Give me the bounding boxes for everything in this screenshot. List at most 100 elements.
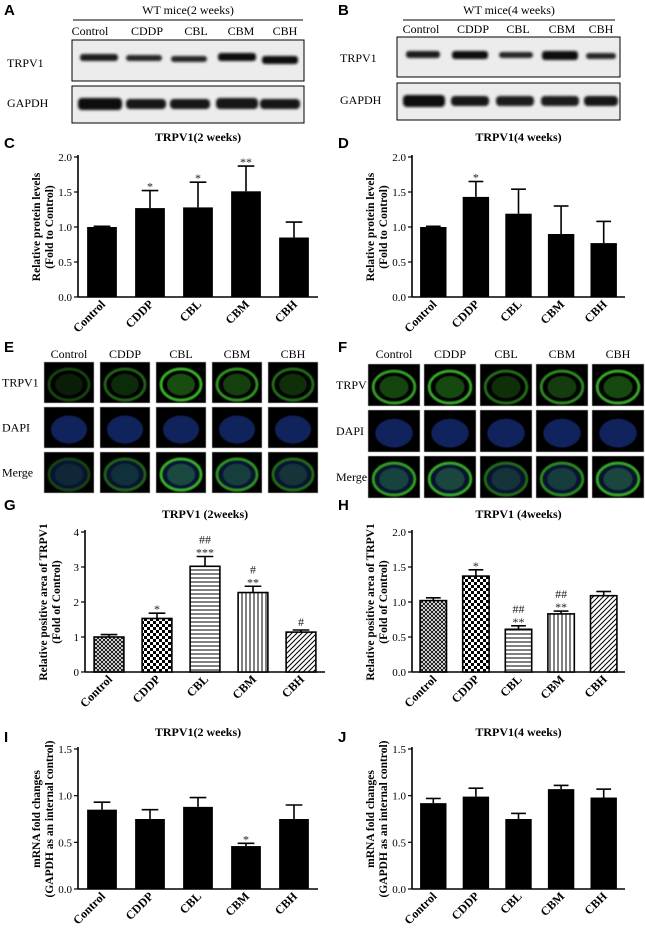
if-image-trpv1-cbm [211,361,263,404]
y-tick-label: 2.0 [58,152,72,164]
panel-label-f: F [338,339,347,356]
y-tick-label: 1.0 [392,597,406,609]
bar-control [87,227,117,297]
if-image-dapi-cbh [267,406,319,449]
bar-cddp [135,819,165,889]
bar-cbh [590,243,617,297]
blot-b-lane: CBH [589,22,614,36]
x-tick-label: CDDP [449,672,482,705]
blot-a-row-label: GAPDH [7,96,49,110]
if-image-trpv1-control [367,363,421,407]
significance-marker: * [243,832,249,846]
if-image-merge-cbl [479,455,533,499]
western-blot-a: WT mice(2 weeks) Control CDDP CBL CBM CB… [7,3,305,124]
panel-label-b: B [338,2,349,19]
if-column-label: CBL [169,347,192,361]
y-axis-label: Relative positive area of TRPV1 [365,523,377,681]
if-image-merge-cddp [423,455,477,499]
bar-cbl [183,207,213,297]
if-column-label: CBH [281,347,306,361]
panel-label-i: I [4,729,8,746]
if-image-dapi-control [43,406,95,449]
significance-marker-hash: ## [199,533,211,547]
chart-title: TRPV1(4 weeks) [475,725,561,739]
bar-chart-d: TRPV1(4 weeks) 0.0 0.5 1.0 1.5 2.0 Relative pr… [365,130,625,335]
y-tick-label: 1.0 [58,222,72,234]
y-tick-label: 0.5 [58,837,72,849]
y-tick-label: 1.5 [58,744,72,756]
chart-title: TRPV1(2 weeks) [155,130,241,144]
x-tick-label: CBH [279,672,308,701]
bar-cbl [505,213,532,297]
if-column-label: Control [376,347,413,361]
x-tick-label: CBM [538,889,568,919]
bar-cbl [189,565,221,673]
bar-cbh [589,594,618,673]
bar-cbh [285,631,317,673]
y-tick-label: 0 [74,667,80,679]
significance-marker: ** [247,575,259,589]
if-column-label: Control [51,347,88,361]
bar-cbh [279,237,309,297]
bar-chart-h: TRPV1 (4weeks) 0.0 0.5 1.0 1.5 2.0 Relative po… [365,507,625,710]
if-image-dapi-control [367,409,421,453]
if-image-trpv1-cbl [479,363,533,407]
panel-label-a: A [4,2,15,19]
y-axis-label: Relative protein levels [365,172,377,281]
y-tick-label: 1.0 [392,791,406,803]
x-tick-label: CBL [497,672,524,699]
if-image-trpv1-control [43,361,95,404]
bar-cbl [504,628,533,673]
y-axis-label: (Fold of Control) [378,560,390,644]
x-tick-label: CBL [497,297,524,324]
blot-b-lane: Control [403,22,440,36]
if-image-trpv1-cbh [591,363,645,407]
if-column-label: CDDP [434,347,466,361]
y-axis-label: mRNA fold changes [365,770,377,868]
if-row-label: DAPI [336,424,364,438]
panel-label-e: E [4,339,14,356]
immunofluorescence-grid-e: Control CDDP CBL CBM CBH TRPV1 DAPI Merge [2,347,319,494]
y-tick-label: 1.5 [392,744,406,756]
x-tick-label: CBH [272,297,301,326]
x-tick-label: CBM [229,672,259,702]
x-tick-label: CBM [538,672,568,702]
y-tick-label: 0.0 [58,884,72,896]
significance-marker: * [473,559,479,573]
x-tick-label: CBL [177,297,204,324]
x-tick-label: CDDP [449,297,482,330]
if-row-label: DAPI [2,421,30,435]
y-tick-label: 4 [74,527,80,539]
x-tick-label: CDDP [123,297,156,330]
y-tick-label: 2 [74,597,80,609]
bar-control [420,227,447,297]
panel-labels: A B C D E F G H I J [4,2,349,746]
bar-chart-c: TRPV1(2 weeks) 0.0 0.5 1.0 1.5 2.0 Relative pr… [31,130,318,335]
x-tick-label: Control [401,672,439,710]
bar-cbl [183,806,213,889]
x-tick-label: CBL [177,889,204,916]
bar-control [93,636,125,673]
bar-cbm [231,846,261,889]
y-tick-label: 1 [74,632,80,644]
significance-marker-hash: # [298,615,304,629]
significance-marker: * [154,602,160,616]
if-column-label: CBM [549,347,576,361]
x-tick-label: CBH [582,672,611,701]
if-image-dapi-cbm [535,409,589,453]
panel-label-j: J [338,729,346,746]
bar-chart-j: TRPV1(4 weeks) 0.0 0.5 1.0 1.5 mRNA fold chan… [365,725,625,927]
significance-marker: ** [555,600,567,614]
blot-b-bands [403,51,618,107]
blot-b-header: WT mice(4 weeks) [463,3,555,17]
bar-cbh [279,819,309,889]
x-tick-label: CBL [184,672,211,699]
significance-marker: * [147,180,153,194]
blot-a-lane: Control [72,24,109,38]
y-tick-label: 2.0 [392,152,406,164]
y-axis-label: (Fold to Control) [378,185,390,269]
chart-title: TRPV1 (4weeks) [475,507,561,521]
if-image-trpv1-cddp [99,361,151,404]
y-tick-label: 0.5 [392,837,406,849]
